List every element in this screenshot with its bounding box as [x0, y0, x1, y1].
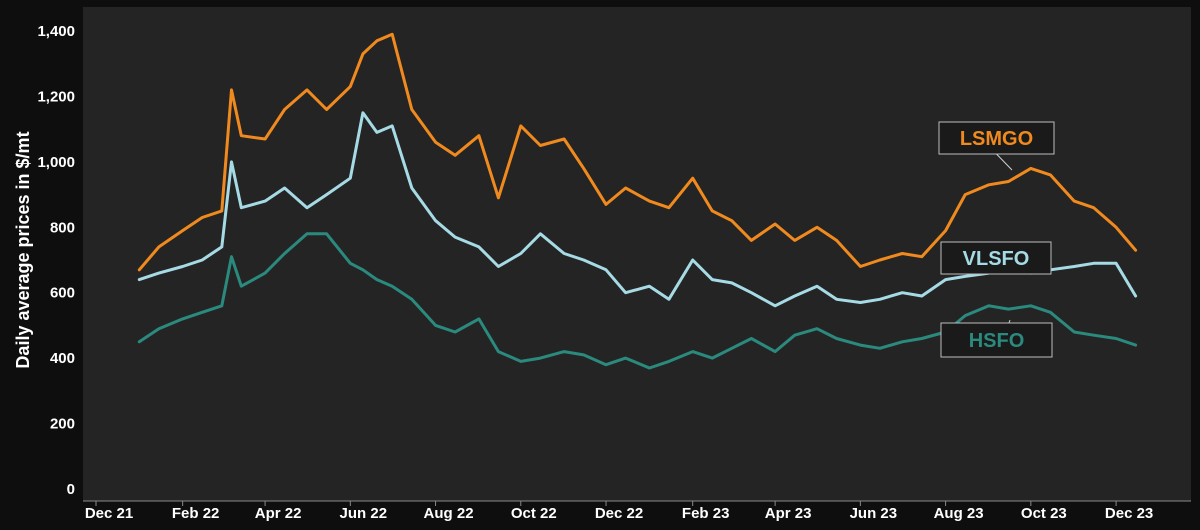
- y-tick-label: 800: [50, 219, 75, 236]
- y-tick-label: 1,000: [37, 154, 75, 171]
- series-label-lsmgo: LSMGO: [960, 128, 1033, 150]
- x-tick-label: Aug 23: [934, 505, 984, 522]
- x-tick-label: Feb 23: [682, 505, 730, 522]
- x-tick-label: Dec 21: [85, 505, 133, 522]
- x-tick-label: Dec 23: [1105, 505, 1153, 522]
- y-tick-label: 1,400: [37, 23, 75, 40]
- series-line-hsfo: [137, 232, 1138, 370]
- series-line-lsmgo: [137, 32, 1138, 272]
- y-tick-label: 400: [50, 350, 75, 367]
- label-leader-line: [996, 153, 1013, 171]
- series-label-box: [940, 241, 1052, 275]
- series-label-box: [938, 121, 1055, 155]
- y-tick-label: 200: [50, 416, 75, 433]
- x-tick-label: Apr 22: [255, 505, 302, 522]
- y-axis-title: Daily average prices in $/mt: [13, 131, 33, 368]
- x-tick-label: Apr 23: [765, 505, 812, 522]
- x-tick-label: Jun 23: [850, 505, 898, 522]
- y-tick-label: 600: [50, 285, 75, 302]
- x-tick-label: Feb 22: [172, 505, 220, 522]
- series-label-box: [940, 322, 1053, 358]
- y-tick-label: 1,200: [37, 88, 75, 105]
- x-tick-label: Oct 22: [511, 505, 557, 522]
- x-tick-label: Oct 23: [1021, 505, 1067, 522]
- series-label-hsfo: HSFO: [969, 330, 1025, 352]
- series-label-vlsfo: VLSFO: [963, 248, 1030, 270]
- x-tick-label: Dec 22: [595, 505, 643, 522]
- x-tick-label: Aug 22: [424, 505, 474, 522]
- x-tick-label: Jun 22: [340, 505, 388, 522]
- series-line-vlsfo: [137, 111, 1138, 308]
- y-tick-label: 0: [67, 481, 75, 498]
